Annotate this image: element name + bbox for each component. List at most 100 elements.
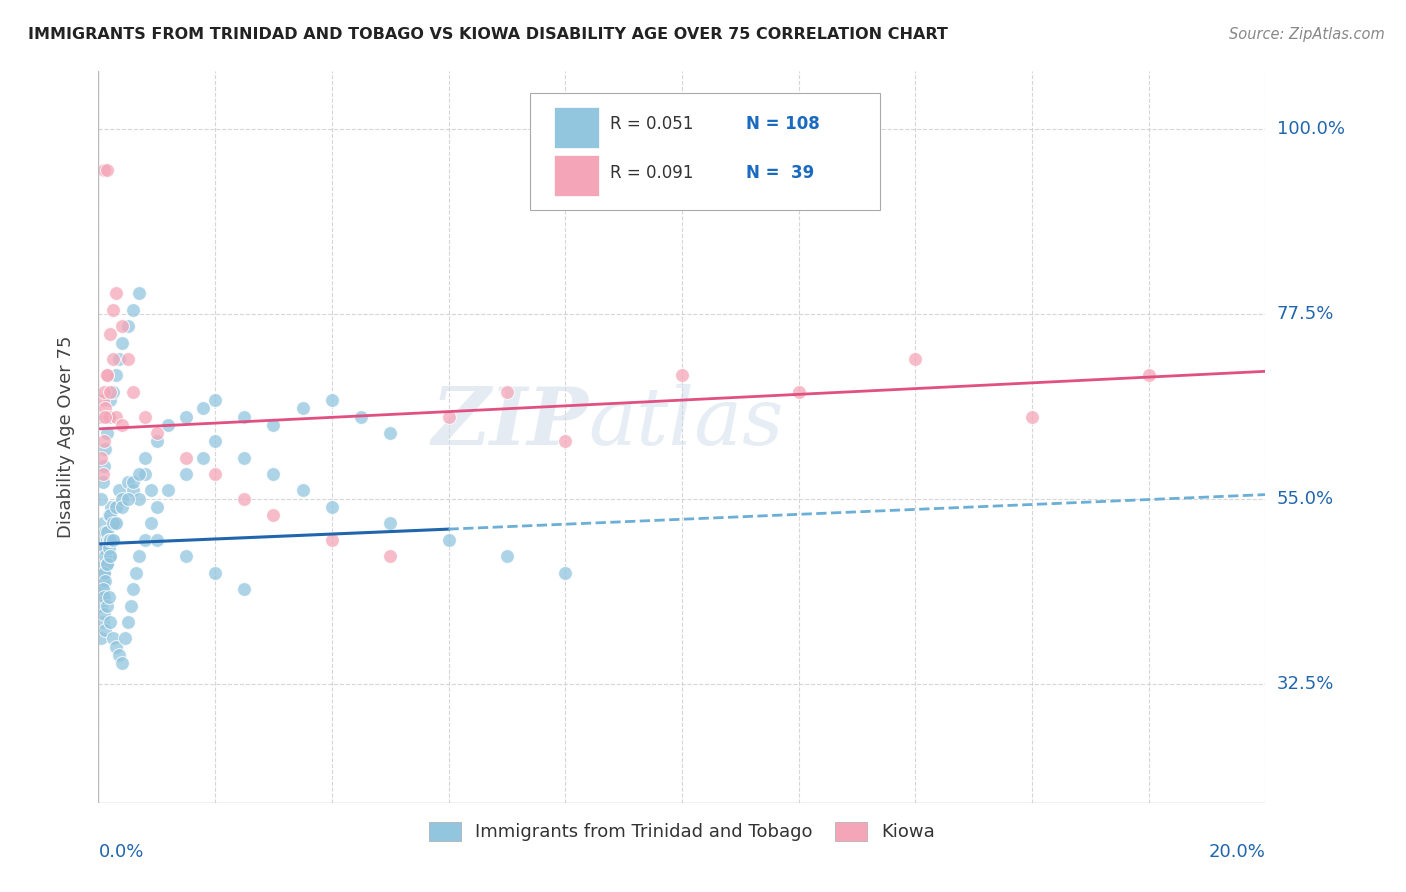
Point <box>96 425 118 440</box>
Point <box>101 632 124 646</box>
Point <box>111 656 134 670</box>
Point <box>128 467 150 481</box>
Text: N = 108: N = 108 <box>747 115 820 133</box>
Point <box>96 368 118 383</box>
Point <box>321 500 343 514</box>
Point <box>94 624 117 638</box>
Point <box>263 467 285 481</box>
Point <box>94 541 117 555</box>
Point <box>91 574 114 588</box>
Point <box>122 582 145 596</box>
Point <box>104 500 127 514</box>
Point <box>321 393 343 408</box>
Point <box>122 384 145 399</box>
Point <box>1137 368 1160 383</box>
Point <box>134 467 156 481</box>
Point <box>97 541 120 555</box>
Point <box>91 582 114 596</box>
Point <box>96 368 118 383</box>
Point <box>904 351 927 366</box>
Point <box>204 393 226 408</box>
Point <box>111 319 134 334</box>
Point <box>204 566 226 580</box>
Point <box>233 582 256 596</box>
Point <box>139 483 162 498</box>
Point <box>108 648 131 662</box>
Point <box>98 615 121 629</box>
Point <box>96 558 118 572</box>
Point <box>94 409 117 424</box>
Point <box>111 335 134 350</box>
Point <box>90 450 112 465</box>
Point <box>193 401 215 416</box>
Point <box>204 467 226 481</box>
Point <box>204 434 226 449</box>
Point <box>496 384 519 399</box>
Point <box>98 393 121 408</box>
Point <box>104 368 127 383</box>
Point <box>193 450 215 465</box>
Point <box>233 450 256 465</box>
Point <box>125 566 148 580</box>
Point <box>134 533 156 547</box>
Y-axis label: Disability Age Over 75: Disability Age Over 75 <box>56 335 75 539</box>
Text: 55.0%: 55.0% <box>1277 490 1334 508</box>
Point <box>91 467 114 481</box>
Point <box>93 384 115 399</box>
Point <box>91 393 114 408</box>
Point <box>157 483 180 498</box>
Point <box>174 450 197 465</box>
Point <box>90 599 112 613</box>
Text: Source: ZipAtlas.com: Source: ZipAtlas.com <box>1229 27 1385 42</box>
Point <box>104 286 127 301</box>
Text: atlas: atlas <box>589 384 785 461</box>
Point <box>128 549 150 564</box>
Point <box>1021 409 1043 424</box>
Point <box>263 417 285 432</box>
Point <box>437 409 460 424</box>
Point <box>111 500 134 514</box>
Point <box>291 401 314 416</box>
Point <box>108 351 131 366</box>
Point <box>496 549 519 564</box>
Point <box>93 541 115 555</box>
Point <box>111 491 134 506</box>
Point <box>97 533 120 547</box>
Text: 77.5%: 77.5% <box>1277 305 1334 323</box>
Point <box>122 302 145 317</box>
Point <box>114 632 136 646</box>
Point <box>91 516 114 531</box>
Point <box>96 599 118 613</box>
Point <box>291 483 314 498</box>
Point <box>94 401 117 416</box>
Point <box>90 409 112 424</box>
Point <box>104 516 127 531</box>
Point <box>101 384 124 399</box>
Point <box>554 434 576 449</box>
Point <box>97 409 120 424</box>
FancyBboxPatch shape <box>530 94 880 211</box>
Text: 20.0%: 20.0% <box>1209 843 1265 861</box>
Point <box>350 409 373 424</box>
Point <box>174 409 197 424</box>
Point <box>91 475 114 490</box>
Point <box>321 533 343 547</box>
Point <box>91 582 114 596</box>
Point <box>97 591 120 605</box>
Point <box>108 483 131 498</box>
Point <box>98 384 121 399</box>
Point <box>96 524 118 539</box>
Text: R = 0.091: R = 0.091 <box>610 164 693 182</box>
Point <box>101 302 124 317</box>
Point <box>122 483 145 498</box>
Point <box>93 591 115 605</box>
Point <box>671 368 693 383</box>
Text: 100.0%: 100.0% <box>1277 120 1344 138</box>
Point <box>96 163 118 178</box>
Text: 32.5%: 32.5% <box>1277 674 1334 692</box>
Point <box>101 351 124 366</box>
Point <box>117 319 139 334</box>
Point <box>94 442 117 457</box>
Point <box>93 458 115 473</box>
Point <box>93 607 115 621</box>
